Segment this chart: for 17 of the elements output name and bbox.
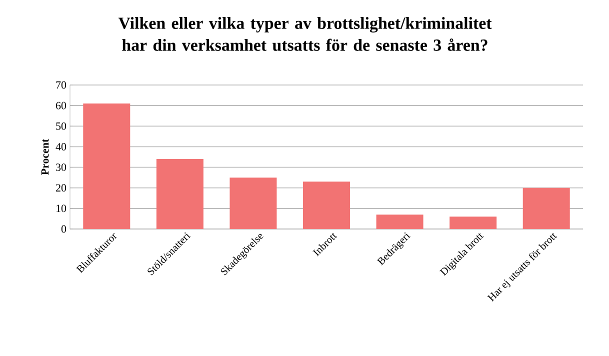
chart-title: Vilken eller vilka typer av brottslighet/kriminalitet har din verksamhet utsatts för de senaste 3 åren? (118, 17, 492, 51)
y-tick-label: 10 (56, 204, 66, 212)
bar (303, 182, 350, 229)
y-tick-label: 60 (56, 102, 66, 110)
y-tick-label: 30 (56, 164, 66, 171)
y-tick-label: 0 (61, 225, 66, 233)
y-axis-title: Procent (41, 138, 49, 175)
bar (156, 159, 204, 229)
y-tick-label: 20 (56, 184, 66, 192)
bar (83, 104, 130, 229)
bar (230, 178, 277, 229)
y-tick-label: 50 (56, 122, 66, 130)
bar (376, 214, 424, 229)
bar (522, 188, 570, 229)
y-tick-label: 70 (56, 81, 66, 89)
y-tick-label: 40 (56, 143, 66, 150)
bar (450, 216, 497, 229)
